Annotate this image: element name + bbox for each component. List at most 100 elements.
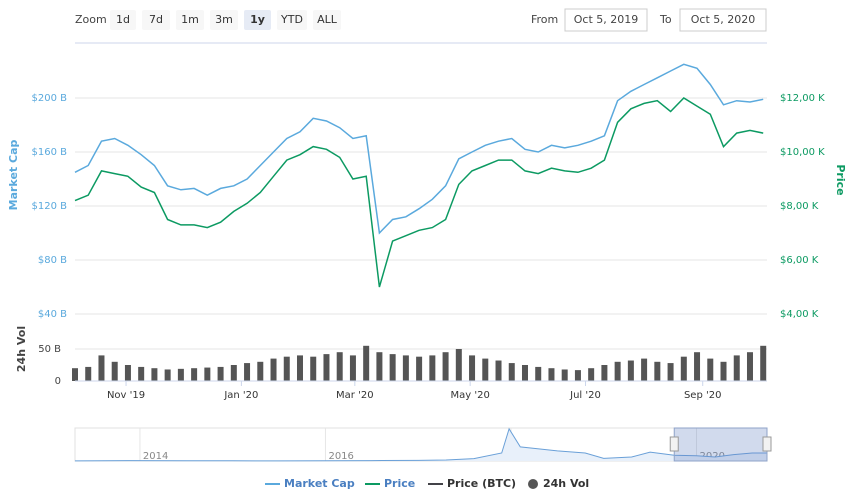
volume-bar — [217, 366, 224, 381]
y-tick-label: 0 — [55, 376, 61, 387]
zoom-button-label[interactable]: ALL — [317, 13, 338, 26]
y-tick-label: $40 B — [38, 309, 67, 320]
volume-bar — [574, 370, 581, 381]
volume-bar — [85, 366, 92, 381]
zoom-button-label[interactable]: 3m — [215, 13, 233, 26]
from-label: From — [531, 13, 558, 26]
zoom-button[interactable] — [110, 10, 136, 30]
volume-bar — [680, 356, 687, 381]
line — [74, 97, 764, 288]
volume-bar — [151, 368, 158, 381]
volume-bar — [310, 356, 317, 381]
to-date[interactable]: Oct 5, 2020 — [691, 13, 756, 26]
volume-bar — [138, 366, 145, 381]
y2-tick-label: $10,00 K — [780, 147, 825, 158]
y-tick-label: $200 B — [32, 93, 68, 104]
volume-bar — [323, 354, 330, 381]
volume-bar — [601, 365, 608, 381]
volume-bar — [244, 363, 251, 381]
volume-bar — [746, 352, 753, 381]
from-input[interactable] — [564, 8, 648, 32]
zoom-button[interactable] — [142, 10, 170, 30]
y-tick-label: $160 B — [32, 147, 68, 158]
y-tick-label: $120 B — [32, 201, 68, 212]
zoom-button[interactable] — [313, 10, 341, 30]
x-tick-label: Nov '19 — [107, 390, 145, 401]
y-axis-title: Market Cap — [7, 140, 20, 211]
volume-bar — [376, 352, 383, 381]
navigator-area — [75, 428, 767, 461]
from-date[interactable]: Oct 5, 2019 — [574, 13, 639, 26]
volume-bar — [429, 355, 436, 381]
navigator-tick-label: 2016 — [328, 451, 353, 462]
volume-bar — [283, 356, 290, 381]
legend-symbol[interactable] — [528, 479, 538, 489]
x-tick-label: Sep '20 — [684, 390, 722, 401]
legend-label[interactable]: Market Cap — [284, 477, 355, 490]
volume-bar — [336, 352, 343, 381]
zoom-label: Zoom — [75, 13, 107, 26]
volume-bar — [508, 363, 515, 381]
volume-bar — [694, 352, 701, 381]
volume-bar — [760, 345, 767, 381]
line — [74, 63, 764, 235]
to-input[interactable] — [679, 8, 767, 32]
navigator-handle[interactable] — [669, 436, 679, 452]
volume-bar — [416, 356, 423, 381]
volume-bar — [349, 355, 356, 381]
volume-bar — [641, 358, 648, 381]
legend-label[interactable]: Price (BTC) — [447, 477, 516, 490]
volume-bar — [614, 361, 621, 381]
to-label: To — [659, 13, 672, 26]
volume-bar — [257, 361, 264, 381]
volume-bar — [469, 355, 476, 381]
y-tick-label: $80 B — [38, 255, 67, 266]
zoom-button[interactable] — [210, 10, 238, 30]
volume-bar — [164, 369, 171, 381]
zoom-button-label[interactable]: 1d — [116, 13, 130, 26]
volume-bar — [204, 367, 211, 381]
volume-bar — [98, 355, 105, 381]
volume-bar — [561, 369, 568, 381]
volume-bar — [495, 360, 502, 381]
navigator-handle[interactable] — [762, 436, 772, 452]
volume-bar — [111, 361, 118, 381]
volume-bar — [482, 358, 489, 381]
y-tick-label: 50 B — [38, 344, 61, 355]
x-tick-label: Jul '20 — [569, 390, 601, 401]
volume-bar — [654, 361, 661, 381]
zoom-button[interactable] — [277, 10, 307, 30]
navigator-line — [74, 427, 767, 462]
volume-bar — [270, 358, 277, 381]
volume-bar — [588, 368, 595, 381]
zoom-button-label[interactable]: YTD — [280, 13, 303, 26]
y2-tick-label: $4,00 K — [780, 309, 819, 320]
y2-tick-label: $8,00 K — [780, 201, 819, 212]
x-tick-label: Mar '20 — [336, 390, 374, 401]
volume-bar — [535, 366, 542, 381]
x-tick-label: Jan '20 — [223, 390, 258, 401]
zoom-button-label[interactable]: 1y — [250, 13, 265, 26]
volume-bar — [177, 368, 184, 381]
volume-bar — [548, 368, 555, 381]
volume-bar — [72, 368, 78, 381]
y2-axis-title: Price — [834, 164, 847, 195]
volume-bar — [389, 354, 396, 381]
navigator-selection[interactable] — [673, 427, 768, 462]
zoom-button[interactable] — [244, 10, 271, 30]
volume-bar — [667, 363, 674, 381]
zoom-button-label[interactable]: 1m — [181, 13, 199, 26]
y-axis-title: 24h Vol — [15, 326, 28, 372]
zoom-button-label[interactable]: 7d — [149, 13, 163, 26]
legend-label[interactable]: 24h Vol — [543, 477, 589, 490]
volume-bar — [402, 355, 409, 381]
y2-tick-label: $12,00 K — [780, 93, 825, 104]
navigator-tick-label: 2014 — [143, 451, 168, 462]
legend-label[interactable]: Price — [384, 477, 415, 490]
volume-bar — [124, 365, 131, 381]
zoom-button[interactable] — [176, 10, 204, 30]
volume-bar — [627, 360, 634, 381]
volume-bar — [191, 368, 198, 381]
volume-bar — [521, 365, 528, 381]
